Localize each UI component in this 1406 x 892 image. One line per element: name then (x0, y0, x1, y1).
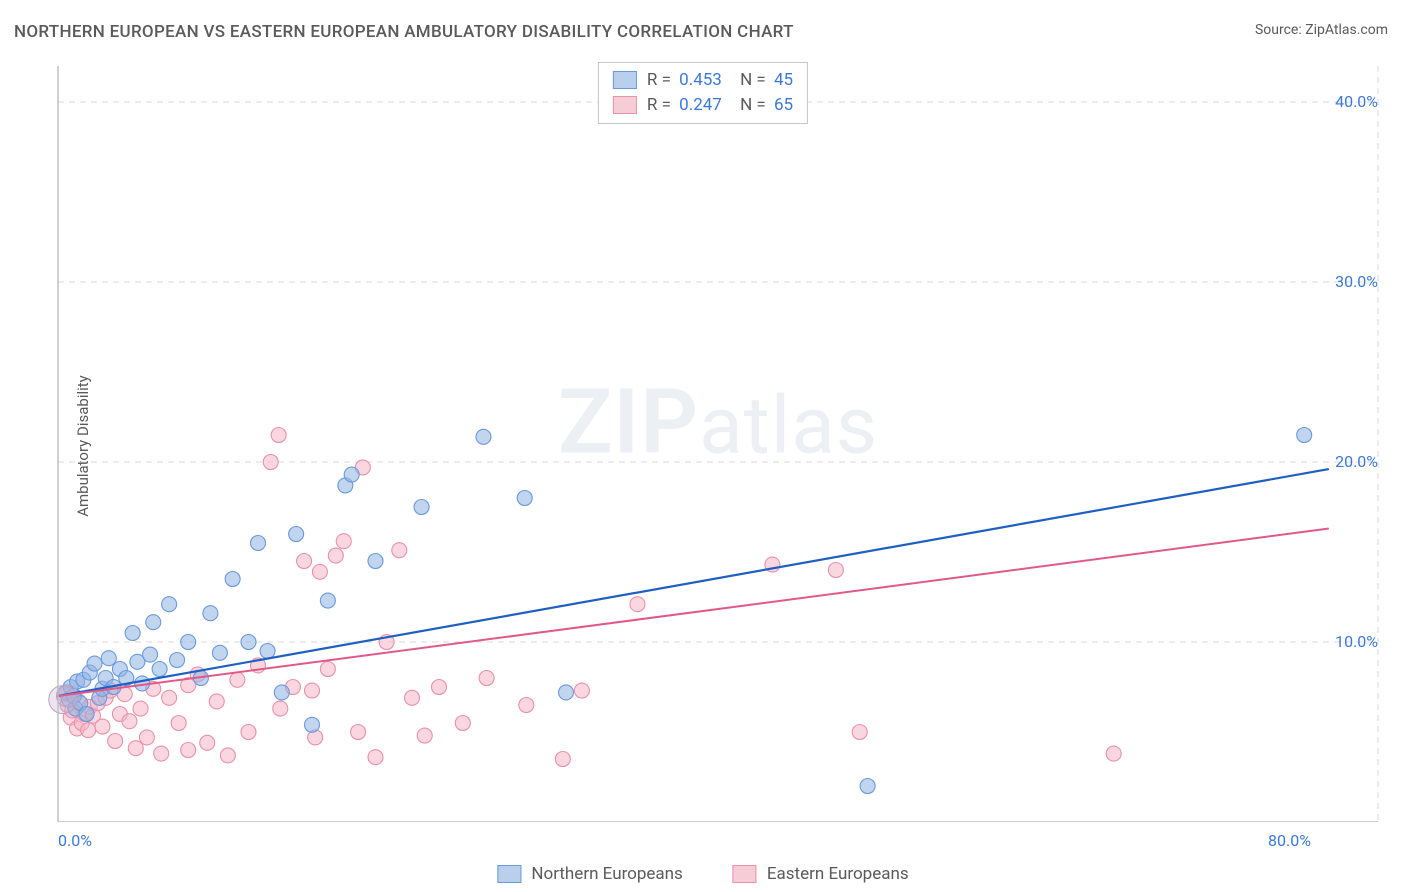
svg-text:30.0%: 30.0% (1335, 272, 1378, 291)
source-prefix: Source: (1255, 22, 1305, 38)
legend-series-label: Eastern Europeans (767, 864, 909, 884)
legend-swatch (613, 71, 637, 89)
legend-series-label: Northern Europeans (531, 864, 682, 884)
legend-swatch (497, 865, 521, 883)
legend-stats-box: R = 0.453 N = 45R = 0.247 N = 65 (598, 62, 808, 124)
chart-plot-area: 10.0%20.0%30.0%40.0% ZIPatlas 0.0%80.0% (48, 52, 1388, 822)
chart-svg: 10.0% 20.0% 30.0% 40.0% (48, 52, 1388, 822)
source-attribution: Source: ZipAtlas.com (1255, 22, 1388, 38)
legend-stats-row: R = 0.453 N = 45 (613, 68, 793, 93)
legend-stats-text: R = 0.247 N = 65 (647, 93, 793, 118)
legend-series-item: Northern Europeans (497, 864, 682, 884)
x-tick-label: 80.0% (1268, 831, 1311, 850)
legend-stats-row: R = 0.247 N = 65 (613, 93, 793, 118)
legend-stats-text: R = 0.453 N = 45 (647, 68, 793, 93)
legend-swatch (613, 96, 637, 114)
legend-series-item: Eastern Europeans (733, 864, 909, 884)
chart-title: NORTHERN EUROPEAN VS EASTERN EUROPEAN AM… (14, 22, 794, 42)
x-tick-label: 0.0% (58, 831, 92, 850)
svg-text:10.0%: 10.0% (1335, 632, 1378, 651)
svg-text:40.0%: 40.0% (1335, 92, 1378, 111)
legend-swatch (733, 865, 757, 883)
source-name: ZipAtlas.com (1305, 22, 1388, 38)
svg-text:20.0%: 20.0% (1335, 452, 1378, 471)
legend-series: Northern Europeans Eastern Europeans (497, 864, 908, 884)
